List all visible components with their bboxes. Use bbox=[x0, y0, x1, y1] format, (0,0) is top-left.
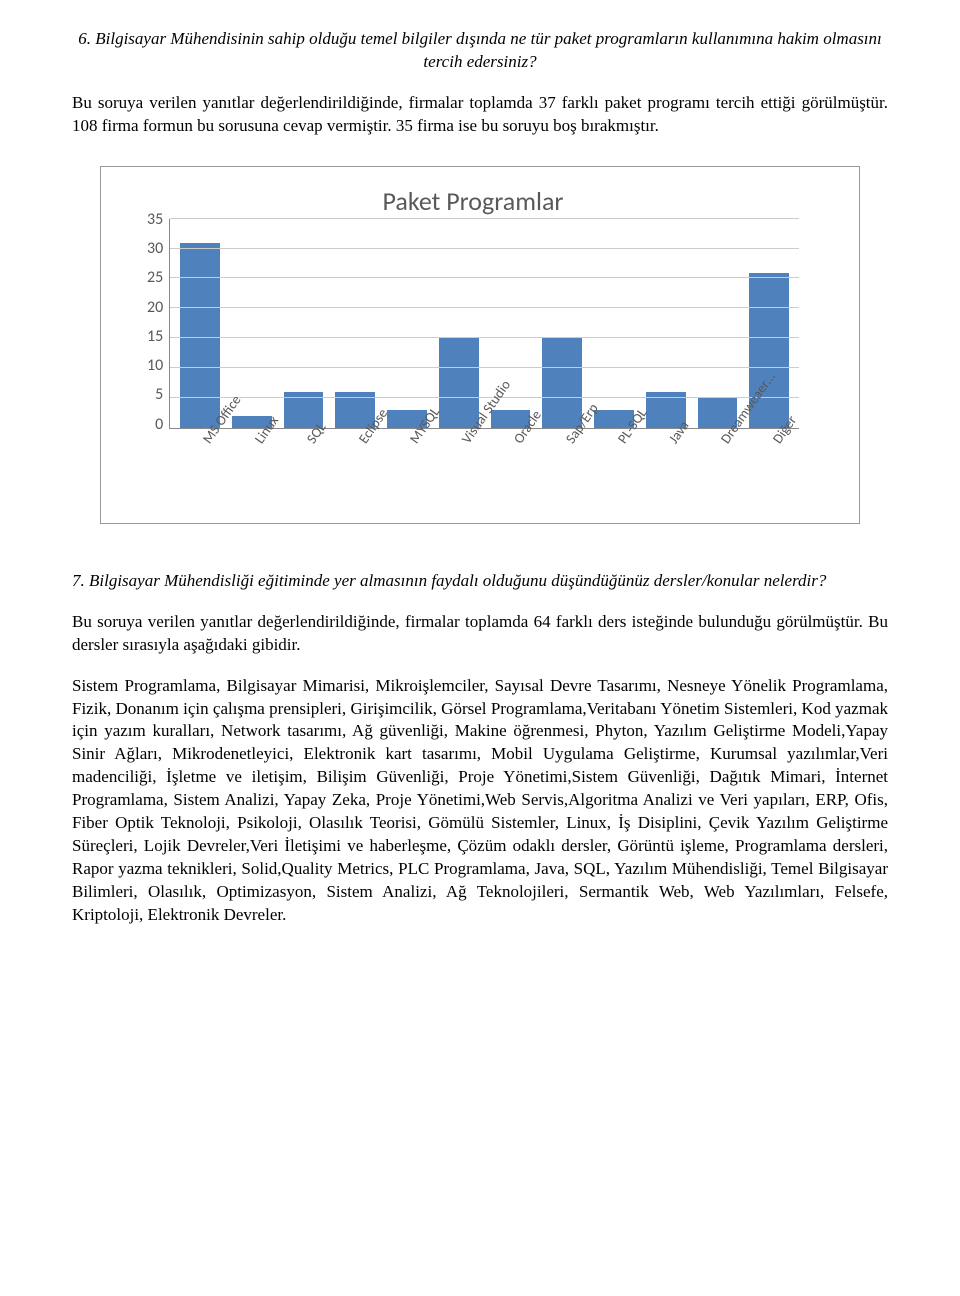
y-tick-label: 30 bbox=[147, 239, 163, 258]
paket-programlar-chart: Paket Programlar 35 30 25 20 15 10 5 0 MS Offic… bbox=[100, 166, 860, 524]
q6-heading: 6. Bilgisayar Mühendisinin sahip olduğu … bbox=[72, 28, 888, 74]
grid-line bbox=[170, 277, 799, 278]
q7-paragraph-1: Bu soruya verilen yanıtlar değerlendiril… bbox=[72, 611, 888, 657]
q6-paragraph: Bu soruya verilen yanıtlar değerlendiril… bbox=[72, 92, 888, 138]
x-tick-label: Java bbox=[646, 429, 686, 511]
q7-paragraph-2: Sistem Programlama, Bilgisayar Mimarisi,… bbox=[72, 675, 888, 927]
y-tick-label: 25 bbox=[147, 268, 163, 287]
x-tick-label: MS Office bbox=[179, 429, 219, 511]
x-tick-label: Linux bbox=[231, 429, 271, 511]
chart-plot-area bbox=[169, 219, 799, 429]
x-tick-label: PL-SQL bbox=[594, 429, 634, 511]
bar bbox=[180, 243, 220, 428]
grid-line bbox=[170, 307, 799, 308]
y-tick-label: 10 bbox=[147, 356, 163, 375]
x-tick-label: Eclipse bbox=[335, 429, 375, 511]
x-tick-label: SQL bbox=[283, 429, 323, 511]
x-tick-label: MYSQL bbox=[386, 429, 426, 511]
grid-line bbox=[170, 337, 799, 338]
grid-line bbox=[170, 248, 799, 249]
x-tick-label: Dreamweaer… bbox=[697, 429, 737, 511]
y-tick-label: 0 bbox=[155, 415, 163, 434]
grid-line bbox=[170, 367, 799, 368]
q7-heading: 7. Bilgisayar Mühendisliği eğitiminde ye… bbox=[72, 570, 888, 593]
x-tick-label: Visual Studio bbox=[438, 429, 478, 511]
grid-line bbox=[170, 218, 799, 219]
x-tick-label: Sap/Erp bbox=[542, 429, 582, 511]
chart-x-axis: MS Office Linux SQL Eclipse MYSQL Visual Stud… bbox=[169, 429, 799, 511]
x-tick-label: Oracle bbox=[490, 429, 530, 511]
y-tick-label: 15 bbox=[147, 327, 163, 346]
x-tick-label: Diğer bbox=[749, 429, 789, 511]
chart-y-axis: 35 30 25 20 15 10 5 0 bbox=[147, 210, 169, 434]
y-tick-label: 35 bbox=[147, 210, 163, 229]
chart-title: Paket Programlar bbox=[147, 185, 799, 217]
y-tick-label: 5 bbox=[155, 385, 163, 404]
bar bbox=[542, 338, 582, 428]
y-tick-label: 20 bbox=[147, 298, 163, 317]
